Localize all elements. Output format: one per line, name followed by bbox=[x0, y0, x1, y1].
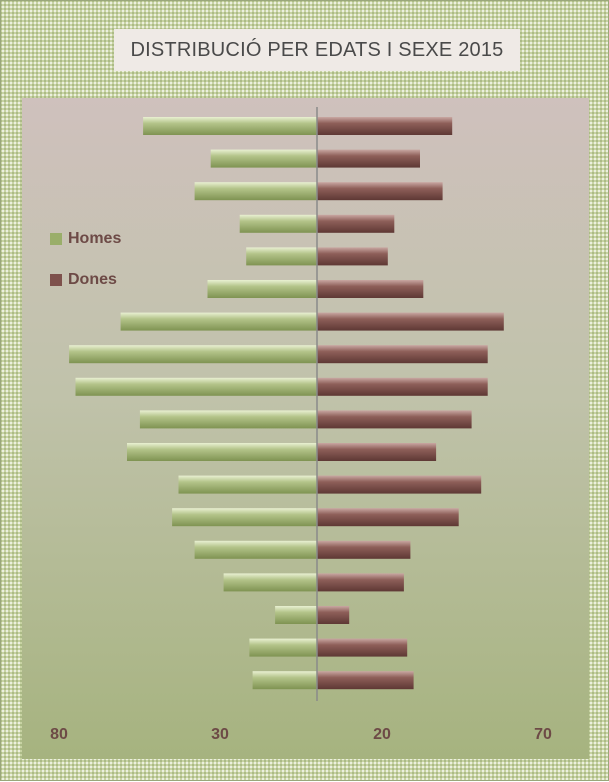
legend-item-dones: Dones bbox=[50, 271, 117, 289]
bar-homes-4 bbox=[239, 214, 317, 233]
bar-homes-15 bbox=[223, 573, 317, 592]
bar-dones-2 bbox=[317, 149, 420, 168]
bar-dones-3 bbox=[317, 182, 443, 201]
legend-swatch-homes bbox=[50, 233, 62, 245]
x-tick-label-3: 20 bbox=[373, 726, 391, 743]
legend-swatch-dones bbox=[50, 274, 62, 286]
bar-dones-15 bbox=[317, 573, 404, 592]
x-tick-label-1: 80 bbox=[50, 726, 68, 743]
bar-homes-7 bbox=[120, 312, 317, 331]
bar-dones-8 bbox=[317, 345, 488, 364]
bar-homes-1 bbox=[143, 117, 317, 135]
bar-dones-11 bbox=[317, 443, 437, 461]
bar-homes-18 bbox=[252, 671, 317, 690]
bar-dones-18 bbox=[317, 671, 414, 690]
bar-homes-3 bbox=[194, 182, 317, 201]
legend-label-dones: Dones bbox=[68, 271, 117, 288]
bar-homes-8 bbox=[69, 345, 317, 364]
bar-dones-17 bbox=[317, 638, 408, 657]
x-tick-label-2: 30 bbox=[211, 726, 229, 743]
bar-homes-17 bbox=[249, 638, 317, 657]
bar-dones-14 bbox=[317, 540, 411, 559]
bar-dones-1 bbox=[317, 117, 453, 135]
bar-homes-5 bbox=[246, 247, 317, 266]
bar-homes-10 bbox=[139, 410, 317, 429]
bar-dones-12 bbox=[317, 475, 482, 494]
bar-dones-10 bbox=[317, 410, 472, 429]
bar-dones-4 bbox=[317, 214, 395, 233]
bar-homes-14 bbox=[194, 540, 317, 559]
legend-item-homes: Homes bbox=[50, 230, 121, 248]
bars-group bbox=[69, 117, 504, 690]
bar-homes-13 bbox=[172, 508, 317, 527]
bar-dones-9 bbox=[317, 377, 488, 396]
bar-dones-7 bbox=[317, 312, 504, 331]
bar-homes-6 bbox=[207, 280, 317, 298]
bar-homes-11 bbox=[127, 443, 317, 461]
x-tick-label-4: 70 bbox=[534, 726, 552, 743]
bar-dones-16 bbox=[317, 606, 350, 624]
legend-label-homes: Homes bbox=[68, 230, 122, 247]
bar-dones-13 bbox=[317, 508, 459, 527]
bar-homes-12 bbox=[178, 475, 317, 494]
chart-title: DISTRIBUCIÓ PER EDATS I SEXE 2015 bbox=[114, 29, 520, 71]
bar-dones-6 bbox=[317, 280, 424, 298]
bar-homes-16 bbox=[275, 606, 317, 624]
bar-dones-5 bbox=[317, 247, 388, 266]
bar-homes-2 bbox=[210, 149, 317, 168]
bar-homes-9 bbox=[75, 377, 317, 396]
